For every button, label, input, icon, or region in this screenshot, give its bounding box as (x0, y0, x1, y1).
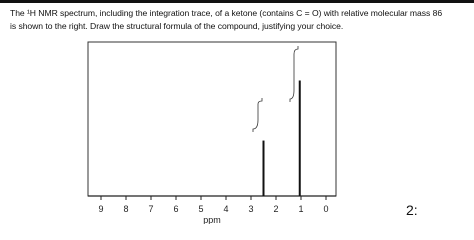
x-tick-label: 3 (248, 204, 253, 214)
page: The ¹H NMR spectrum, including the integ… (0, 0, 474, 224)
question-line: is shown to the right. Draw the structur… (10, 21, 344, 31)
x-tick-label: 0 (323, 204, 328, 214)
x-tick-label: 1 (298, 204, 303, 214)
x-tick-label: 2 (273, 204, 278, 214)
x-tick-label: 9 (98, 204, 103, 214)
x-axis-label: ppm (203, 215, 221, 224)
x-tick-label: 7 (148, 204, 153, 214)
x-tick-label: 5 (198, 204, 203, 214)
integration-trace (252, 98, 263, 132)
x-tick-label: 4 (223, 204, 228, 214)
handwriting: 2: (406, 202, 418, 218)
question-line: The ¹H NMR spectrum, including the integ… (10, 8, 443, 18)
x-tick-label: 8 (123, 204, 128, 214)
top-bar (0, 0, 474, 3)
x-tick-label: 6 (173, 204, 178, 214)
spectrum: 2: 9 8 7 6 5 4 3 2 1 0 ppm (87, 41, 418, 224)
integration-trace (289, 46, 299, 102)
